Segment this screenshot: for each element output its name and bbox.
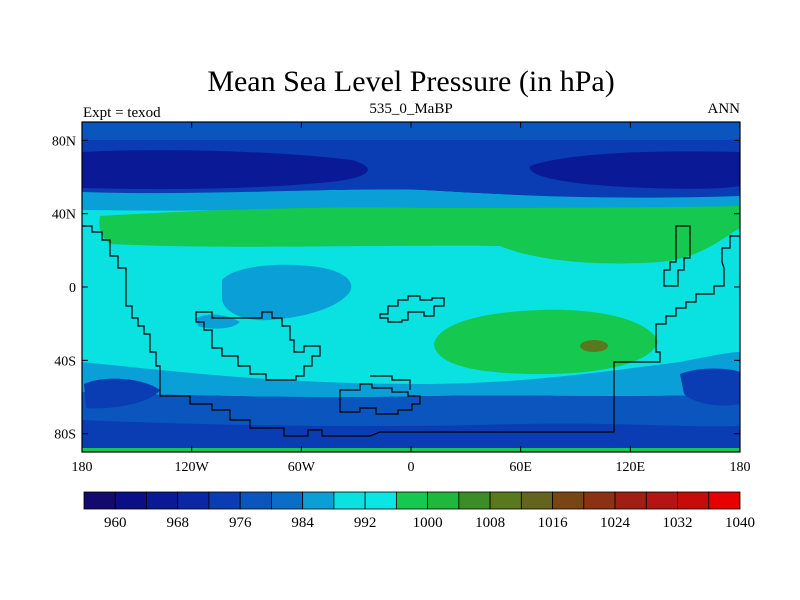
chart-subtitle: 535_0_MaBP xyxy=(369,101,452,117)
x-tick-label: 180 xyxy=(730,460,751,475)
colorbar-box xyxy=(177,491,210,510)
region-north-asian-low xyxy=(529,151,740,189)
colorbar-label: 1016 xyxy=(538,515,569,531)
colorbar-label: 1032 xyxy=(663,515,693,531)
region-south-pacific-low xyxy=(84,378,160,409)
colorbar-label: 968 xyxy=(166,515,189,531)
colorbar-box xyxy=(552,491,585,510)
colorbar-box xyxy=(395,491,429,510)
x-tick-label: 180 xyxy=(72,460,93,475)
x-tick-label: 60E xyxy=(509,460,532,475)
colorbar-box xyxy=(520,491,553,510)
x-tick-label: 60W xyxy=(288,460,316,475)
colorbar-box xyxy=(333,491,366,510)
land-outline-southern xyxy=(339,383,421,415)
region-southern-subtropical-high xyxy=(434,309,658,374)
colorbar-box xyxy=(583,491,616,510)
colorbar-label: 1024 xyxy=(600,515,631,531)
region-northern-subtropical-high xyxy=(99,206,740,264)
colorbar-box xyxy=(614,491,647,510)
colorbar-label: 984 xyxy=(291,515,314,531)
land-outline-southern-2 xyxy=(370,375,411,390)
colorbar-box xyxy=(489,491,522,510)
colorbar-label: 976 xyxy=(229,515,252,531)
contour-map xyxy=(82,122,740,452)
colorbar-label: 1008 xyxy=(475,515,505,531)
colorbar-box xyxy=(645,491,678,510)
region-arctic-band xyxy=(82,122,740,142)
colorbar-box xyxy=(677,491,710,510)
land-outline-main xyxy=(82,225,740,437)
colorbar-box xyxy=(83,491,116,510)
y-tick-label: 40S xyxy=(54,354,76,369)
x-tick-label: 0 xyxy=(408,460,415,475)
colorbar-box xyxy=(427,491,460,510)
colorbar-box xyxy=(146,491,179,510)
region-subtropical-high-core xyxy=(580,340,608,352)
region-southern-ocean-deep xyxy=(82,420,740,448)
x-tick-label: 120E xyxy=(616,460,646,475)
land-outline-east-asia xyxy=(663,225,691,287)
y-tick-label: 80N xyxy=(52,134,76,149)
colorbar-box xyxy=(239,491,272,510)
colorbar-label: 960 xyxy=(104,515,127,531)
land-outline-arabia xyxy=(195,311,321,381)
y-axis: 80N 40N 0 40S 80S xyxy=(52,134,740,443)
land-outline xyxy=(82,225,740,437)
colorbar-box xyxy=(208,491,241,510)
y-tick-label: 40N xyxy=(52,208,76,223)
x-axis: 180 120W 60W 0 60E 120E 180 xyxy=(72,122,751,475)
colorbar-box xyxy=(302,491,335,510)
colorbar-label: 992 xyxy=(354,515,377,531)
y-tick-label: 80S xyxy=(54,428,76,443)
colorbar-box xyxy=(114,491,147,510)
left-string: Expt = texod xyxy=(83,105,161,121)
region-southern-mid-lat-band xyxy=(82,352,740,397)
region-equatorial-low xyxy=(222,264,352,321)
colorbar: 960 968 976 984 992 1000 1008 1016 1024 1032 1040 xyxy=(83,491,755,531)
colorbar-box xyxy=(458,491,491,510)
chart-title: Mean Sea Level Pressure (in hPa) xyxy=(207,65,614,98)
land-outline-africa-frag xyxy=(379,295,445,323)
colorbar-box xyxy=(364,491,397,510)
region-north-pacific-low xyxy=(82,150,368,190)
y-tick-label: 0 xyxy=(69,281,76,296)
colorbar-box xyxy=(708,491,741,510)
colorbar-label: 1040 xyxy=(725,515,755,531)
right-string: ANN xyxy=(708,101,741,117)
colorbar-label: 1000 xyxy=(413,515,443,531)
x-tick-label: 120W xyxy=(175,460,210,475)
region-south-indian-low xyxy=(680,368,740,406)
colorbar-box xyxy=(271,491,304,510)
